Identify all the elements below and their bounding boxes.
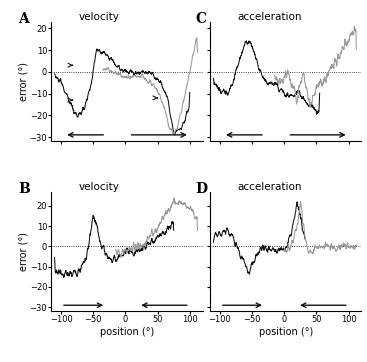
Text: A: A (18, 12, 29, 26)
Text: acceleration: acceleration (237, 12, 302, 22)
Text: D: D (195, 182, 207, 196)
Text: C: C (195, 12, 206, 26)
Text: B: B (18, 182, 30, 196)
Y-axis label: error (°): error (°) (18, 232, 28, 271)
X-axis label: position (°): position (°) (100, 327, 154, 337)
Text: velocity: velocity (79, 182, 120, 192)
Text: acceleration: acceleration (237, 182, 302, 192)
Text: velocity: velocity (79, 12, 120, 22)
X-axis label: position (°): position (°) (259, 327, 313, 337)
Y-axis label: error (°): error (°) (18, 62, 28, 101)
